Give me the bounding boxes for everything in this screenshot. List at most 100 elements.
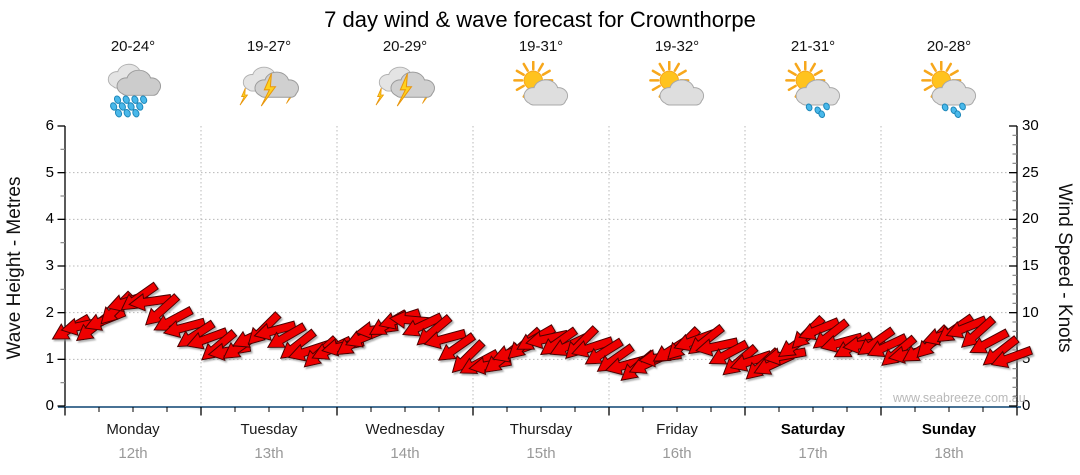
wind-arrow — [857, 326, 896, 356]
wind-axis-tick: 15 — [1022, 257, 1039, 274]
wind-arrow — [791, 314, 826, 349]
day-name: Friday — [656, 421, 698, 438]
wind-arrow — [186, 327, 229, 350]
wind-arrow — [722, 343, 759, 376]
day-name: Saturday — [780, 421, 846, 438]
day-name: Tuesday — [240, 421, 298, 438]
wind-arrow — [708, 339, 750, 365]
wind-arrow — [279, 328, 318, 359]
wind-arrow — [402, 312, 444, 337]
wind-arrow — [866, 333, 909, 358]
wind-arrow — [321, 337, 365, 357]
wind-arrow — [745, 347, 781, 380]
weather-icon-sun-shower — [782, 61, 844, 119]
wind-arrow — [620, 349, 657, 381]
wind-arrow — [416, 314, 453, 346]
wind-arrow — [75, 310, 114, 342]
wave-axis-tick: 0 — [45, 397, 54, 414]
day-temp: 20-24° — [110, 38, 156, 55]
wind-arrow — [842, 335, 886, 355]
wind-arrow — [451, 339, 486, 374]
wave-axis-tick: 5 — [45, 164, 54, 181]
wind-arrow — [335, 326, 375, 356]
wind-axis-tick: 5 — [1022, 350, 1031, 367]
wind-arrow — [388, 310, 433, 329]
day-date: 17th — [798, 445, 828, 462]
wind-arrow — [207, 342, 252, 362]
wind-arrow — [812, 318, 850, 349]
wave-axis-tick: 4 — [45, 210, 54, 227]
wind-arrow — [887, 344, 932, 364]
wind-arrow — [437, 332, 477, 361]
wind-arrow — [153, 306, 194, 331]
day-date: 15th — [526, 445, 556, 462]
wind-arrow — [763, 347, 807, 366]
weather-icon-rain — [102, 61, 164, 119]
wave-axis-tick: 1 — [45, 350, 54, 367]
wind-arrow — [584, 337, 624, 365]
day-temp: 20-28° — [926, 38, 972, 55]
wind-arrow — [549, 332, 591, 357]
day-date: 18th — [934, 445, 964, 462]
wind-arrow — [266, 322, 307, 348]
wind-arrow — [833, 331, 874, 358]
wind-arrow — [881, 334, 918, 367]
weather-icon-storm — [374, 61, 436, 119]
wind-arrow — [344, 324, 387, 348]
wind-arrow — [483, 342, 522, 373]
wind-arrow — [492, 340, 535, 363]
wind-arrow — [468, 356, 512, 376]
wind-axis-tick: 10 — [1022, 304, 1039, 321]
wave-axis-tick: 2 — [45, 304, 54, 321]
wind-arrow — [638, 348, 682, 368]
wind-arrow — [368, 309, 409, 335]
wind-axis-tick: 25 — [1022, 164, 1039, 181]
wind-arrow — [51, 313, 92, 340]
wave-axis-tick: 3 — [45, 257, 54, 274]
weather-icon-storm — [238, 61, 300, 119]
wind-arrow — [232, 323, 274, 348]
day-temp: 19-31° — [518, 38, 564, 55]
weather-icon-partly-sunny — [510, 61, 572, 119]
wind-arrow — [902, 334, 942, 362]
wind-arrow — [423, 328, 467, 350]
wind-arrow — [777, 328, 817, 358]
wind-axis-tick: 30 — [1022, 117, 1039, 134]
day-date: 13th — [254, 445, 284, 462]
wind-arrow-series — [51, 281, 1034, 381]
wind-arrow — [539, 326, 579, 356]
axes — [57, 125, 1021, 416]
wind-arrow — [571, 336, 614, 358]
day-temp: 19-32° — [654, 38, 700, 55]
gridlines — [65, 126, 1017, 406]
weather-icon-sun-shower — [918, 61, 980, 119]
wind-arrow — [378, 308, 422, 330]
watermark: www.seabreeze.com.au — [893, 391, 1026, 405]
wind-arrow — [120, 281, 159, 311]
wind-arrow — [753, 350, 795, 375]
day-temp: 19-27° — [246, 38, 292, 55]
wind-arrow — [916, 324, 951, 359]
wind-arrow — [253, 320, 297, 341]
wind-arrow — [729, 350, 773, 372]
wind-arrow — [798, 317, 841, 341]
day-temp: 20-29° — [382, 38, 428, 55]
wind-arrow — [128, 292, 172, 312]
wind-arrow — [628, 349, 671, 374]
wind-arrow — [982, 335, 1020, 366]
wind-arrow — [100, 290, 135, 325]
day-date: 14th — [390, 445, 420, 462]
wind-arrow — [695, 337, 739, 357]
wind-arrow — [820, 332, 864, 353]
wind-arrow — [201, 329, 238, 361]
wind-arrow — [60, 316, 104, 336]
wind-arrow — [945, 315, 988, 339]
wind-axis-tick: 20 — [1022, 210, 1039, 227]
wind-arrow — [507, 326, 543, 360]
wind-arrow — [596, 343, 635, 372]
wave-axis-title: Wave Height - Metres — [4, 176, 25, 360]
day-name: Wednesday — [365, 421, 445, 438]
chart-title: 7 day wind & wave forecast for Crownthor… — [324, 7, 756, 32]
wind-arrow — [303, 335, 339, 368]
